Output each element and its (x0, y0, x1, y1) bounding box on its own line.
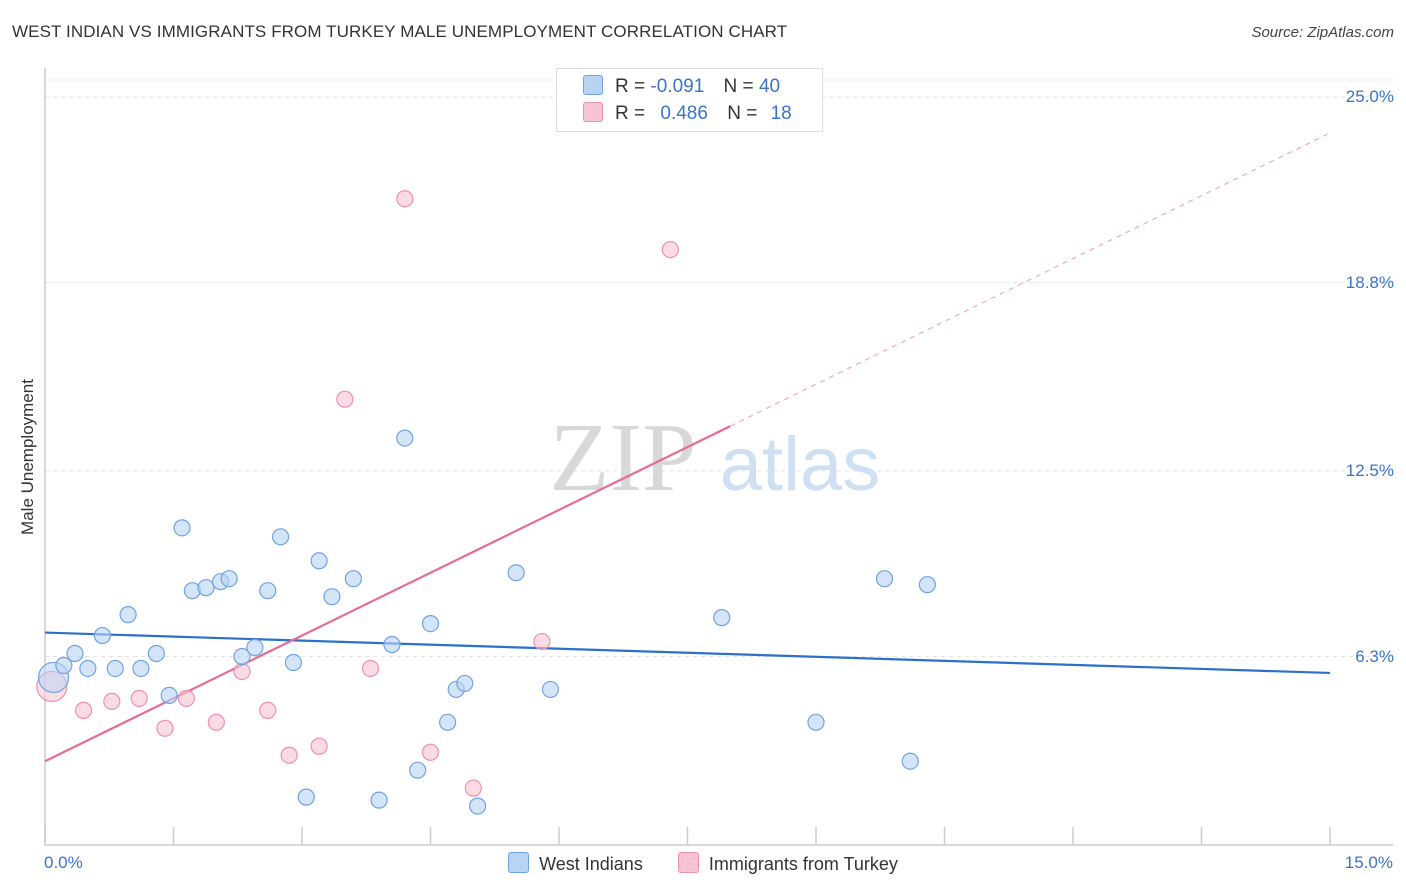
points-layer (36, 190, 936, 815)
x-tick-max: 15.0% (1344, 853, 1393, 872)
point-west-indians (119, 606, 137, 624)
chart-title: WEST INDIAN VS IMMIGRANTS FROM TURKEY MA… (12, 22, 788, 41)
point-turkey (130, 689, 148, 707)
source-label: Source: ZipAtlas.com (1251, 24, 1394, 41)
point-west-indians (132, 659, 150, 678)
point-turkey (396, 190, 414, 208)
series-label-turkey: Immigrants from Turkey (708, 854, 898, 874)
legend-n-label: N = (723, 76, 754, 97)
trend-line-turkey (44, 425, 731, 763)
series-legend-west-indians: West Indians (508, 852, 643, 875)
legend-n-value-turkey: 18 (770, 103, 792, 124)
point-west-indians (233, 647, 251, 666)
point-west-indians (421, 614, 440, 633)
watermark-atlas: atlas (720, 422, 881, 507)
point-turkey (310, 737, 328, 755)
point-west-indians (807, 713, 825, 731)
point-west-indians (259, 582, 277, 600)
point-turkey (336, 390, 354, 408)
point-west-indians (284, 653, 303, 672)
point-turkey (259, 701, 277, 719)
point-west-indians (323, 588, 341, 606)
legend-n-label: N = (727, 103, 758, 124)
point-turkey (661, 240, 679, 259)
point-west-indians (875, 570, 894, 588)
legend-n-value-west-indians: 40 (758, 76, 781, 97)
y-tick-label: 12.5% (1345, 461, 1394, 480)
legend-r-label: R = (615, 103, 646, 124)
point-west-indians (713, 609, 731, 627)
legend-swatch-turkey (583, 102, 603, 122)
y-tick-label: 25.0% (1345, 87, 1394, 106)
point-turkey (74, 701, 93, 719)
point-turkey (464, 779, 482, 797)
point-west-indians (469, 797, 487, 815)
point-west-indians (439, 713, 457, 731)
series-legend-turkey: Immigrants from Turkey (677, 852, 898, 875)
series-swatch-turkey (677, 852, 699, 873)
point-west-indians (409, 761, 427, 779)
legend-swatch-west-indians (583, 75, 603, 95)
point-west-indians (901, 752, 919, 770)
point-west-indians (396, 429, 414, 447)
trend-line-turkey-extrapolated (730, 132, 1331, 427)
point-west-indians (271, 528, 290, 546)
series-label-west-indians: West Indians (539, 854, 643, 874)
point-west-indians (106, 659, 124, 678)
point-turkey (103, 692, 121, 710)
correlation-legend: R = -0.091 N = 40 R = 0.486 N = 18 (556, 68, 823, 132)
y-tick-label: 18.8% (1345, 272, 1394, 292)
point-west-indians (66, 644, 84, 663)
point-turkey (533, 632, 551, 651)
point-west-indians (383, 635, 401, 654)
legend-r-value-turkey: 0.486 (660, 103, 708, 124)
y-tick-label: 6.3% (1355, 646, 1394, 666)
point-west-indians (456, 674, 474, 693)
point-west-indians (220, 570, 238, 588)
legend-r-value-west-indians: -0.091 (650, 76, 705, 97)
legend-row-turkey: R = 0.486 N = 18 (583, 102, 792, 125)
legend-row-west-indians: R = -0.091 N = 40 (583, 75, 780, 98)
point-west-indians (297, 788, 315, 806)
point-turkey (361, 659, 380, 678)
trend-layer (44, 132, 1331, 763)
x-tick-min: 0.0% (44, 853, 83, 872)
point-west-indians (344, 570, 362, 588)
axes-layer (44, 68, 1393, 846)
point-west-indians (370, 791, 388, 809)
y-axis-label: Male Unemployment (18, 379, 37, 535)
point-west-indians (197, 579, 215, 597)
series-legend: West Indians Immigrants from Turkey (0, 852, 1406, 875)
point-west-indians (160, 686, 178, 705)
point-west-indians (507, 564, 525, 582)
point-turkey (156, 719, 174, 737)
point-west-indians (55, 656, 73, 675)
point-turkey (177, 689, 195, 707)
watermark-zip: ZIP (550, 404, 697, 512)
point-west-indians (79, 659, 97, 678)
legend-r-label: R = (615, 76, 646, 97)
trend-line-west-indians (44, 631, 1331, 675)
point-west-indians (310, 552, 328, 570)
point-turkey (421, 743, 440, 761)
point-turkey (207, 713, 225, 731)
point-west-indians (147, 644, 165, 663)
point-west-indians (918, 576, 936, 594)
point-west-indians (93, 626, 111, 645)
point-turkey (233, 662, 251, 681)
series-swatch-west-indians (508, 852, 530, 873)
point-west-indians (246, 638, 264, 657)
point-west-indians (541, 680, 560, 699)
point-turkey (280, 746, 298, 764)
point-west-indians (173, 519, 191, 537)
grid-layer (45, 79, 1393, 658)
